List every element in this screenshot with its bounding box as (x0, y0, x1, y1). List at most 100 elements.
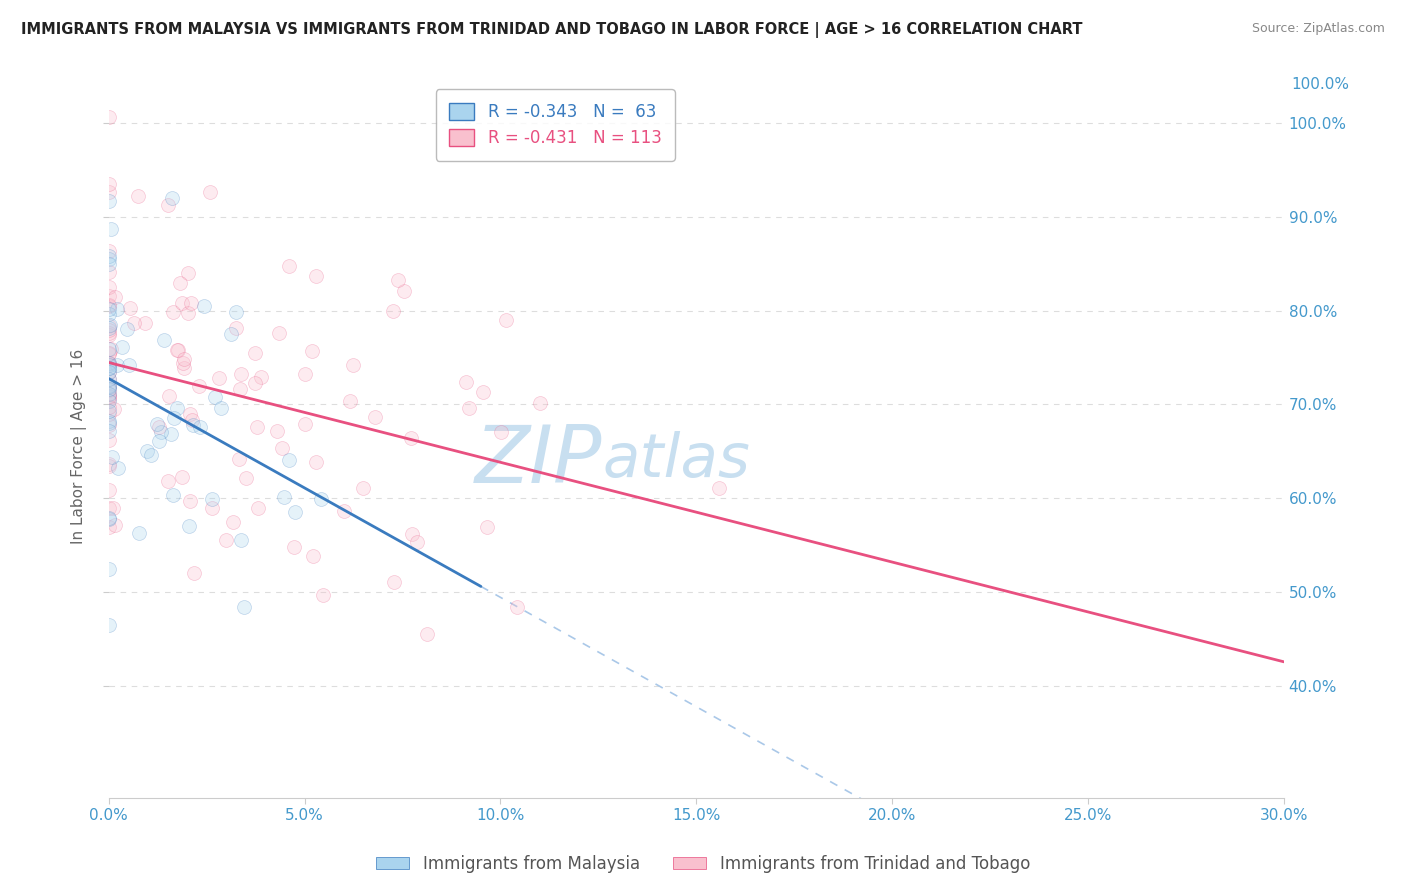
Point (294, 417, 316, 431)
Point (97, 390, 120, 404)
Point (97, 617, 120, 632)
Point (97, 393, 120, 408)
Point (304, 455, 326, 469)
Point (183, 566, 205, 581)
Point (104, 518, 127, 533)
Point (97, 372, 120, 386)
Point (277, 260, 299, 274)
Point (97, 289, 120, 303)
Y-axis label: In Labor Force | Age > 16: In Labor Force | Age > 16 (72, 349, 87, 544)
Point (97, 562, 120, 576)
Point (97, 321, 120, 335)
Point (160, 426, 183, 441)
Text: IMMIGRANTS FROM MALAYSIA VS IMMIGRANTS FROM TRINIDAD AND TOBAGO IN LABOR FORCE |: IMMIGRANTS FROM MALAYSIA VS IMMIGRANTS F… (21, 22, 1083, 38)
Point (506, 599, 529, 614)
Point (98, 318, 121, 332)
Text: 100.0%: 100.0% (1291, 78, 1348, 93)
Point (312, 588, 335, 602)
Point (100, 221, 122, 235)
Point (97, 250, 120, 264)
Point (214, 533, 236, 547)
Point (97, 382, 120, 396)
Point (103, 402, 125, 417)
Point (456, 375, 478, 389)
Point (97, 364, 120, 378)
Point (172, 470, 194, 484)
Point (245, 345, 267, 359)
Point (97, 379, 120, 393)
Point (179, 408, 201, 422)
Point (401, 527, 423, 541)
Point (97, 404, 120, 418)
Point (97, 299, 120, 313)
Point (148, 434, 170, 448)
Point (97, 413, 120, 427)
Point (97, 265, 120, 279)
Point (177, 306, 200, 320)
Point (176, 266, 198, 280)
Point (97, 301, 120, 316)
Point (139, 448, 162, 462)
Point (235, 471, 257, 485)
Point (221, 326, 243, 341)
Point (387, 273, 409, 287)
Point (148, 419, 170, 434)
Point (187, 379, 209, 393)
Point (104, 290, 127, 304)
Point (97, 457, 120, 471)
Point (97, 326, 120, 341)
Point (157, 388, 180, 402)
Point (97, 372, 120, 386)
Point (97, 383, 120, 397)
Point (157, 198, 180, 212)
Legend: R = -0.343   N =  63, R = -0.431   N = 113: R = -0.343 N = 63, R = -0.431 N = 113 (436, 89, 675, 161)
Point (305, 268, 328, 283)
Point (231, 368, 253, 382)
Point (267, 326, 290, 340)
Point (399, 431, 422, 445)
Point (105, 301, 128, 316)
Point (222, 516, 245, 530)
Point (97, 433, 120, 447)
Point (225, 320, 247, 334)
Point (97, 459, 120, 474)
Point (97, 520, 120, 534)
Point (111, 340, 134, 354)
Point (278, 452, 301, 467)
Point (249, 369, 271, 384)
Point (301, 344, 323, 359)
Text: Source: ZipAtlas.com: Source: ZipAtlas.com (1251, 22, 1385, 36)
Point (495, 312, 517, 326)
Point (339, 393, 361, 408)
Point (97, 194, 120, 209)
Point (166, 343, 188, 357)
Point (382, 575, 405, 590)
Point (97, 407, 120, 421)
Point (157, 474, 180, 488)
Point (97, 252, 120, 266)
Point (105, 358, 128, 372)
Point (302, 549, 325, 564)
Point (97, 111, 120, 125)
Point (97, 379, 120, 393)
Point (283, 540, 305, 554)
Point (229, 382, 252, 396)
Point (163, 410, 186, 425)
Point (247, 501, 270, 516)
Point (97, 392, 120, 406)
Point (333, 504, 356, 518)
Point (97, 346, 120, 360)
Point (381, 304, 404, 318)
Point (97, 360, 120, 375)
Point (208, 371, 231, 385)
Point (201, 501, 224, 516)
Point (146, 417, 169, 432)
Point (152, 333, 174, 347)
Point (475, 520, 498, 534)
Point (97, 400, 120, 414)
Point (97, 356, 120, 370)
Point (172, 295, 194, 310)
Point (160, 191, 183, 205)
Point (162, 488, 184, 502)
Text: atlas: atlas (602, 431, 751, 491)
